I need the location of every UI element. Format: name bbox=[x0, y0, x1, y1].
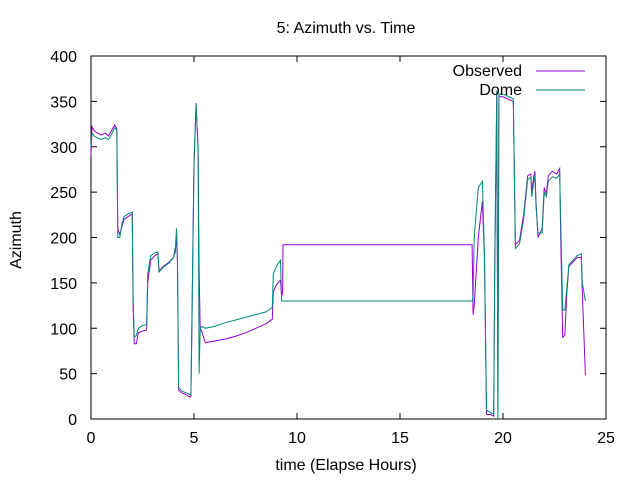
x-axis-label: time (Elapse Hours) bbox=[275, 457, 416, 474]
y-tick-label: 250 bbox=[50, 185, 77, 202]
legend-label: Observed bbox=[453, 63, 522, 80]
series-layer bbox=[90, 90, 586, 420]
legend: Observed Dome bbox=[453, 63, 585, 99]
y-tick-label: 50 bbox=[59, 367, 77, 384]
x-tick-label: 25 bbox=[597, 430, 615, 447]
y-tick-label: 0 bbox=[68, 412, 77, 429]
y-tick-label: 400 bbox=[50, 49, 77, 66]
y-tick-label: 300 bbox=[50, 140, 77, 157]
chart-title: 5: Azimuth vs. Time bbox=[277, 20, 416, 37]
legend-label: Dome bbox=[479, 82, 522, 99]
y-tick-label: 350 bbox=[50, 94, 77, 111]
y-axis-label: Azimuth bbox=[8, 211, 25, 269]
y-tick-label: 100 bbox=[50, 321, 77, 338]
x-tick-label: 20 bbox=[494, 430, 512, 447]
x-tick-label: 15 bbox=[391, 430, 409, 447]
series-line-observed bbox=[90, 92, 586, 418]
x-tick-label: 5 bbox=[190, 430, 199, 447]
y-tick-label: 150 bbox=[50, 276, 77, 293]
series-line-dome bbox=[90, 90, 586, 420]
x-tick-label: 0 bbox=[87, 430, 96, 447]
plot-frame bbox=[90, 55, 607, 420]
x-tick-label: 10 bbox=[288, 430, 306, 447]
y-tick-label: 200 bbox=[50, 231, 77, 248]
